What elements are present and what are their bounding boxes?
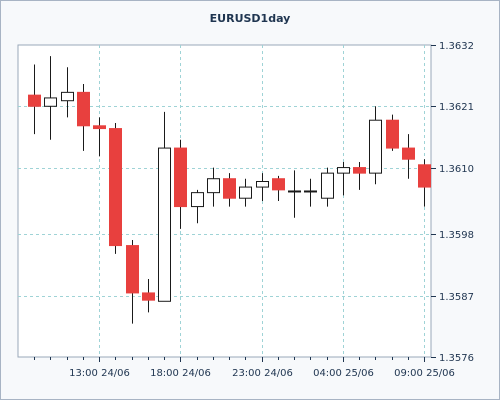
- candle-body-down: [93, 125, 106, 130]
- candle-body-up: [158, 147, 171, 302]
- candle-body-down: [386, 119, 399, 149]
- candle-body-down: [353, 167, 366, 174]
- candle-body-up: [191, 192, 204, 208]
- chart-title: EURUSD1day: [210, 12, 291, 25]
- y-tick-label: 1.3632: [439, 41, 474, 52]
- x-tick-label: 04:00 25/06: [313, 368, 374, 379]
- y-tick-label: 1.3598: [439, 230, 474, 241]
- candle-body-down: [174, 147, 187, 208]
- candle-body-up: [321, 172, 334, 199]
- candle-body-down: [418, 164, 431, 188]
- candle-body-down: [223, 178, 236, 199]
- candle-body-down: [126, 245, 139, 294]
- candle-body-down: [402, 147, 415, 160]
- candle-body-down: [272, 178, 285, 191]
- x-tick-label: 13:00 24/06: [69, 368, 130, 379]
- candle-body-up: [256, 181, 269, 188]
- candle-body-down: [109, 128, 122, 247]
- candle-body-up: [337, 167, 350, 174]
- plot-area: [17, 44, 432, 358]
- x-tick-label: 18:00 24/06: [150, 368, 211, 379]
- y-tick-label: 1.3576: [439, 353, 474, 364]
- x-tick-label: 09:00 25/06: [394, 368, 455, 379]
- candle-body-up: [239, 186, 252, 199]
- candle-body-down: [142, 292, 155, 301]
- candle-body-up: [288, 190, 301, 193]
- candle-body-up: [369, 119, 382, 174]
- candle-body-up: [207, 178, 220, 194]
- y-tick-label: 1.3587: [439, 292, 474, 303]
- y-tick-label: 1.3621: [439, 102, 474, 113]
- x-tick-label: 23:00 24/06: [232, 368, 293, 379]
- candle-body-up: [44, 97, 57, 107]
- candle-body-down: [28, 94, 41, 107]
- candle-body-up: [304, 190, 317, 193]
- y-tick-label: 1.3610: [439, 164, 474, 175]
- candle-body-down: [77, 91, 90, 127]
- candle-body-up: [61, 91, 74, 102]
